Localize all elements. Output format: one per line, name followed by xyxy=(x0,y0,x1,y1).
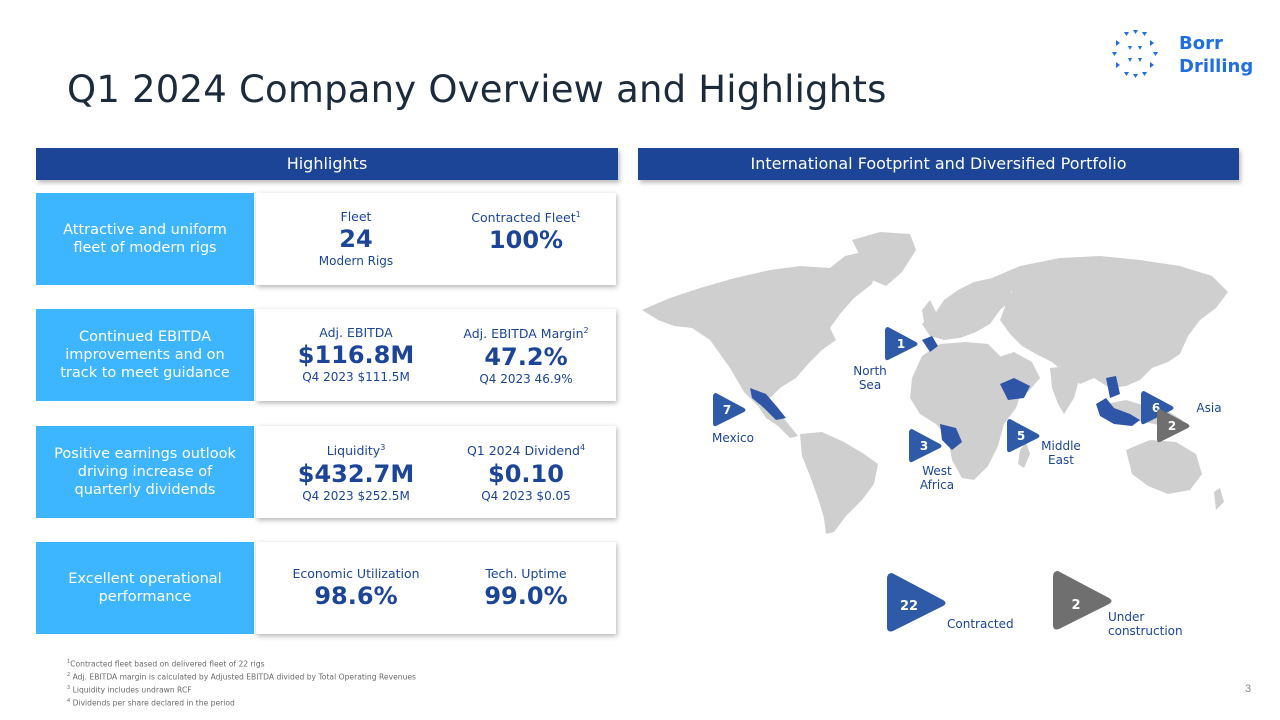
contracted-legend-label: Contracted xyxy=(947,617,1014,631)
metric-label: Fleet xyxy=(340,209,372,224)
under-construction-legend-label: Under construction xyxy=(1108,610,1183,638)
metric-card: Fleet 24 Modern Rigs Contracted Fleet1 1… xyxy=(256,193,616,285)
metric-value: $0.10 xyxy=(488,459,564,488)
metric-contracted-fleet: Contracted Fleet1 100% xyxy=(436,193,616,285)
svg-text:2: 2 xyxy=(1168,419,1176,433)
region-label-middle-east: Middle East xyxy=(1041,439,1081,467)
row-label: Attractive and uniform fleet of modern r… xyxy=(36,193,254,285)
contracted-legend-marker: 22 xyxy=(887,573,946,632)
footnotes: 1Contracted fleet based on delivered fle… xyxy=(67,657,416,709)
metric-label: Tech. Uptime xyxy=(485,565,567,581)
metric-fleet: Fleet 24 Modern Rigs xyxy=(266,193,446,285)
row-label: Excellent operational performance xyxy=(36,542,254,634)
footnote: 1Contracted fleet based on delivered fle… xyxy=(67,659,265,669)
metric-label: Liquidity3 xyxy=(326,443,386,459)
highlight-row-operations: Excellent operational performance Econom… xyxy=(36,542,618,634)
metric-value: $432.7M xyxy=(297,459,415,488)
metric-subtext: Q4 2023 $0.05 xyxy=(481,488,571,503)
page-title: Q1 2024 Company Overview and Highlights xyxy=(67,68,887,111)
metric-value: 100% xyxy=(488,226,564,255)
row-label: Continued EBITDA improvements and on tra… xyxy=(36,309,254,401)
logo-wordmark: Borr Drilling xyxy=(1179,32,1253,78)
metric-adj-ebitda: Adj. EBITDA $116.8M Q4 2023 $111.5M xyxy=(266,309,446,401)
metric-subtext: Q4 2023 $111.5M xyxy=(302,370,410,384)
region-label-mexico: Mexico xyxy=(712,431,754,445)
metric-value: 47.2% xyxy=(484,342,568,371)
metric-tech-uptime: Tech. Uptime 99.0% xyxy=(436,542,616,634)
region-label-asia: Asia xyxy=(1196,401,1222,415)
world-map xyxy=(642,232,1228,534)
metric-subtext: Q4 2023 $252.5M xyxy=(302,488,410,503)
region-label-west-africa: West Africa xyxy=(919,464,955,492)
west-africa-marker: 3 xyxy=(909,429,942,463)
metric-subtext: Modern Rigs xyxy=(318,254,394,268)
highlight-row-liquidity: Positive earnings outlook driving increa… xyxy=(36,426,618,518)
metric-subtext: Q4 2023 46.9% xyxy=(479,371,573,386)
footnote: 2 Adj. EBITDA margin is calculated by Ad… xyxy=(67,672,417,682)
asia-under-construction-marker: 2 xyxy=(1157,409,1190,443)
metric-value: 24 xyxy=(339,225,373,253)
metric-card: Economic Utilization 98.6% Tech. Uptime … xyxy=(256,542,616,634)
borr-drilling-logo xyxy=(1112,30,1158,78)
metric-label: Adj. EBITDA xyxy=(319,325,393,340)
metric-liquidity: Liquidity3 $432.7M Q4 2023 $252.5M xyxy=(266,426,446,518)
land-masses xyxy=(642,232,1228,534)
highlight-row-ebitda: Continued EBITDA improvements and on tra… xyxy=(36,309,618,401)
metric-value: 99.0% xyxy=(484,581,568,610)
svg-text:3: 3 xyxy=(920,439,928,453)
operating-countries xyxy=(750,336,1140,450)
mexico-marker: 7 xyxy=(713,393,746,427)
highlights-header: Highlights xyxy=(36,148,618,180)
metric-value: 98.6% xyxy=(314,581,398,610)
svg-text:2: 2 xyxy=(1071,598,1080,613)
logo-line-1: Borr xyxy=(1179,33,1223,54)
metric-label: Contracted Fleet1 xyxy=(471,210,581,226)
metric-label: Q1 2024 Dividend4 xyxy=(466,443,586,459)
under-construction-legend-marker: 2 xyxy=(1053,571,1112,630)
footprint-header: International Footprint and Diversified … xyxy=(638,148,1239,180)
highlight-row-fleet: Attractive and uniform fleet of modern r… xyxy=(36,193,618,285)
footnote: 4 Dividends per share declared in the pe… xyxy=(67,698,235,708)
logo-line-2: Drilling xyxy=(1179,56,1254,77)
metric-label: Economic Utilization xyxy=(292,565,420,581)
metric-label: Adj. EBITDA Margin2 xyxy=(463,326,589,342)
footnote: 3 Liquidity includes undrawn RCF xyxy=(67,685,192,695)
metric-adj-ebitda-margin: Adj. EBITDA Margin2 47.2% Q4 2023 46.9% xyxy=(436,309,616,401)
row-label: Positive earnings outlook driving increa… xyxy=(36,426,254,518)
metric-value: $116.8M xyxy=(297,341,415,369)
metric-economic-utilization: Economic Utilization 98.6% xyxy=(266,542,446,634)
metric-card: Liquidity3 $432.7M Q4 2023 $252.5M Q1 20… xyxy=(256,426,616,518)
svg-text:5: 5 xyxy=(1017,429,1025,443)
svg-text:6: 6 xyxy=(1152,401,1160,415)
page-number: 3 xyxy=(1245,683,1252,695)
svg-text:22: 22 xyxy=(900,599,918,614)
middle-east-marker: 5 xyxy=(1007,419,1040,453)
north-sea-marker: 1 xyxy=(885,327,918,361)
metric-dividend: Q1 2024 Dividend4 $0.10 Q4 2023 $0.05 xyxy=(436,426,616,518)
svg-text:1: 1 xyxy=(897,337,905,351)
asia-marker: 6 xyxy=(1141,391,1174,425)
region-label-north-sea: North Sea xyxy=(853,364,887,392)
metric-card: Adj. EBITDA $116.8M Q4 2023 $111.5M Adj.… xyxy=(256,309,616,401)
svg-text:7: 7 xyxy=(723,403,731,417)
